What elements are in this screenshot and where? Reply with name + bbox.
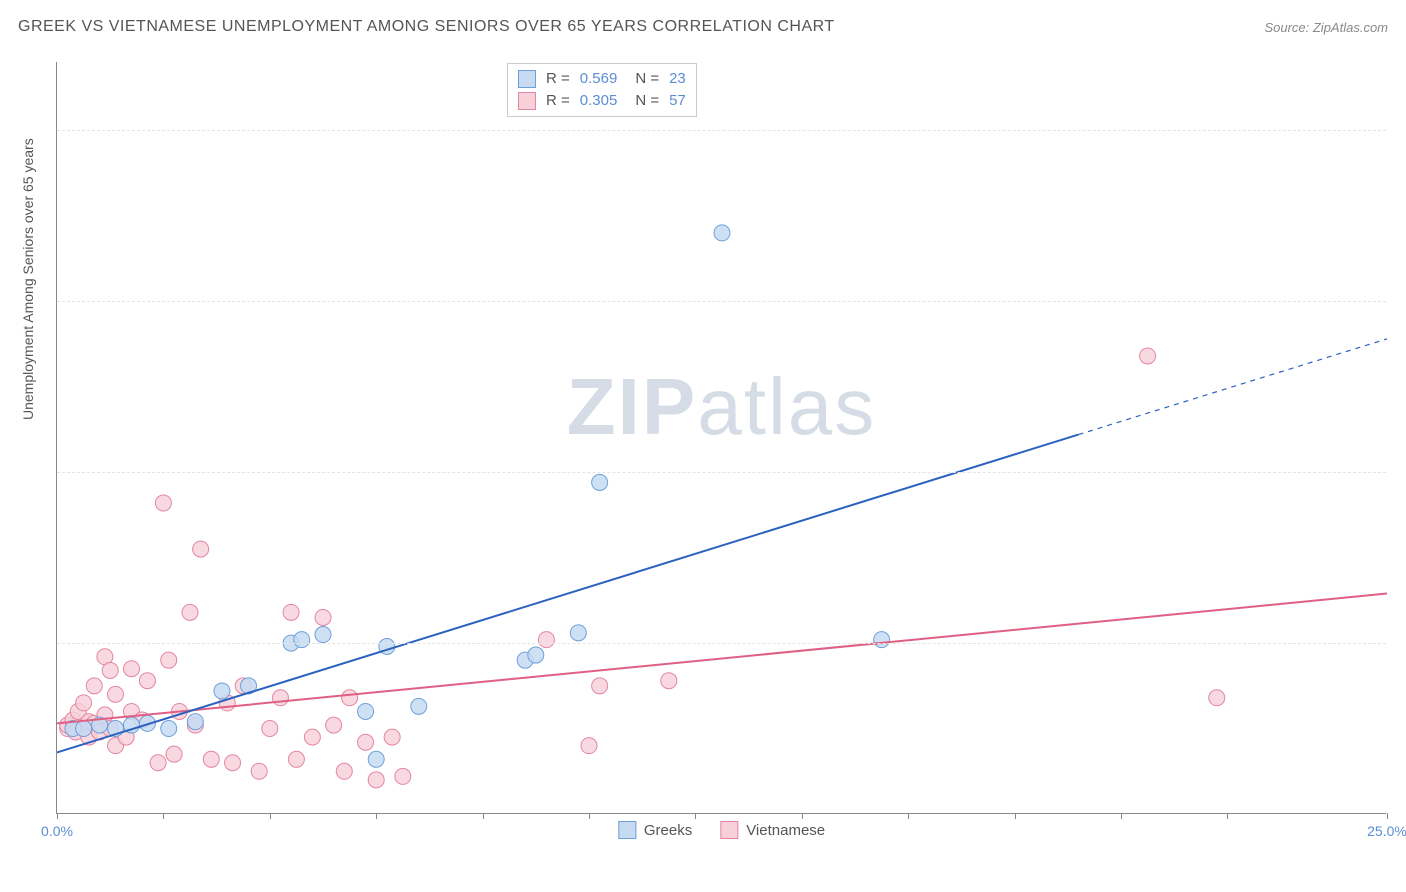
data-point [150,755,166,771]
data-point [528,647,544,663]
x-tick [483,813,484,819]
data-point [283,604,299,620]
y-axis-label: Unemployment Among Seniors over 65 years [20,138,36,420]
data-point [592,678,608,694]
data-point [203,751,219,767]
data-point [315,627,331,643]
data-point [161,652,177,668]
gridline [57,472,1386,473]
data-point [1140,348,1156,364]
legend-item-greeks: Greeks [618,821,692,839]
data-point [368,772,384,788]
data-point [123,661,139,677]
data-point [411,698,427,714]
data-point [76,721,92,737]
gridline [57,130,1386,131]
data-point [581,738,597,754]
data-point [368,751,384,767]
data-point [161,721,177,737]
x-tick [802,813,803,819]
data-point [102,662,118,678]
legend-row-vietnamese: R = 0.305 N = 57 [518,90,686,112]
swatch-vietnamese [518,92,536,110]
source-attribution: Source: ZipAtlas.com [1264,20,1388,35]
data-point [315,609,331,625]
data-point [288,751,304,767]
chart-title: GREEK VS VIETNAMESE UNEMPLOYMENT AMONG S… [18,18,835,36]
legend-item-vietnamese: Vietnamese [720,821,825,839]
x-tick [1387,813,1388,819]
gridline [57,301,1386,302]
data-point [714,225,730,241]
x-tick [376,813,377,819]
legend-label-vietnamese: Vietnamese [746,822,825,839]
scatter-plot: ZIPatlas R = 0.569 N = 23 R = 0.305 N = … [56,62,1386,814]
data-point [342,690,358,706]
data-point [86,678,102,694]
data-point [294,632,310,648]
data-point [108,686,124,702]
swatch-greeks-icon [618,821,636,839]
data-point [251,763,267,779]
swatch-greeks [518,70,536,88]
gridline [57,643,1386,644]
data-point [326,717,342,733]
data-point [874,632,890,648]
data-point [570,625,586,641]
data-point [182,604,198,620]
x-tick [270,813,271,819]
data-point [304,729,320,745]
data-point [214,683,230,699]
series-legend: Greeks Vietnamese [618,821,825,839]
data-point [661,673,677,689]
swatch-vietnamese-icon [720,821,738,839]
x-tick [1121,813,1122,819]
data-point [592,474,608,490]
data-point [225,755,241,771]
x-tick [57,813,58,819]
data-point [538,632,554,648]
trend-line [57,435,1078,753]
data-point [187,714,203,730]
x-tick [589,813,590,819]
correlation-legend: R = 0.569 N = 23 R = 0.305 N = 57 [507,63,697,117]
data-point [166,746,182,762]
trend-line [57,594,1387,724]
x-tick [1015,813,1016,819]
x-tick [163,813,164,819]
data-point [336,763,352,779]
data-point [1209,690,1225,706]
data-point [395,768,411,784]
x-tick-label: 25.0% [1367,823,1406,839]
legend-row-greeks: R = 0.569 N = 23 [518,68,686,90]
trend-line [1078,339,1387,435]
data-point [384,729,400,745]
data-point [155,495,171,511]
x-tick [908,813,909,819]
data-point [76,695,92,711]
data-point [358,703,374,719]
data-point [139,673,155,689]
data-point [193,541,209,557]
chart-svg [57,62,1386,813]
legend-label-greeks: Greeks [644,822,692,839]
x-tick [1227,813,1228,819]
data-point [262,721,278,737]
data-point [358,734,374,750]
x-tick [695,813,696,819]
data-point [272,690,288,706]
x-tick-label: 0.0% [41,823,73,839]
